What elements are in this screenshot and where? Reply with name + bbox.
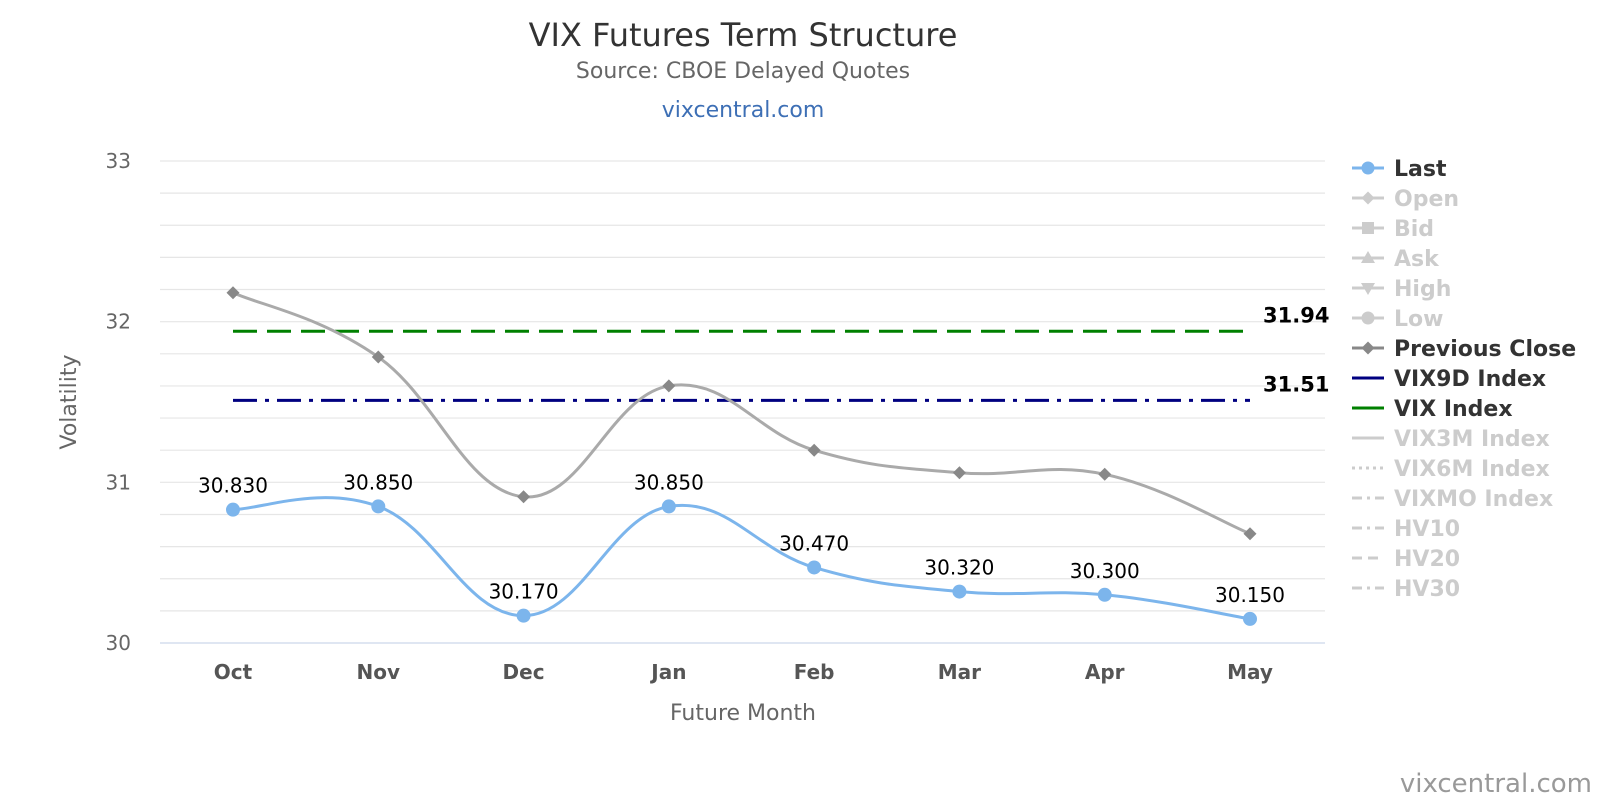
data-point-last[interactable]: [516, 608, 531, 623]
data-point-previous-close[interactable]: [952, 466, 966, 480]
legend-marker: [1361, 191, 1375, 205]
legend-marker: [1361, 283, 1375, 295]
y-axis-ticks: 30 31 32 33: [106, 149, 131, 655]
x-tick-label: Nov: [357, 660, 401, 684]
data-label: 30.300: [1070, 559, 1140, 583]
data-label: 30.170: [489, 580, 559, 604]
legend-item-hv20[interactable]: HV20: [1352, 547, 1460, 572]
legend-marker: [1361, 161, 1375, 175]
legend-label: Open: [1394, 187, 1459, 212]
reference-line-label: 31.51: [1263, 372, 1329, 396]
data-point-previous-close[interactable]: [807, 443, 821, 457]
legend-item-low[interactable]: Low: [1352, 307, 1443, 332]
legend-item-vix6m-index[interactable]: VIX6M Index: [1352, 457, 1550, 482]
legend-label: HV20: [1394, 547, 1460, 572]
x-tick-label: Jan: [649, 660, 686, 684]
legend-marker: [1361, 341, 1375, 355]
legend-label: VIX6M Index: [1394, 457, 1550, 482]
x-axis-ticks: Oct Nov Dec Jan Feb Mar Apr May: [214, 660, 1273, 684]
data-point-last[interactable]: [807, 560, 822, 575]
reference-lines: 31.94 31.51: [233, 303, 1329, 402]
legend-item-hv30[interactable]: HV30: [1352, 577, 1460, 602]
y-tick-label: 32: [106, 310, 131, 334]
legend-item-high[interactable]: High: [1352, 277, 1451, 302]
data-point-previous-close[interactable]: [517, 490, 531, 504]
legend-item-ask[interactable]: Ask: [1352, 247, 1440, 272]
data-point-last[interactable]: [226, 502, 240, 517]
legend-label: HV10: [1394, 517, 1460, 542]
legend-label: VIX Index: [1394, 397, 1513, 422]
y-tick-label: 30: [106, 631, 131, 655]
legend-item-vix-index[interactable]: VIX Index: [1352, 397, 1513, 422]
series-line-previous-close: [232, 291, 1251, 536]
legend-item-hv10[interactable]: HV10: [1352, 517, 1460, 542]
x-tick-label: Mar: [938, 660, 981, 684]
legend-marker: [1361, 251, 1375, 263]
data-point-last[interactable]: [661, 499, 676, 514]
legend-label: Previous Close: [1394, 337, 1576, 362]
chart-title: VIX Futures Term Structure: [529, 16, 958, 54]
legend-label: Bid: [1394, 217, 1434, 242]
legend-item-vixmo-index[interactable]: VIXMO Index: [1352, 487, 1553, 512]
site-link[interactable]: vixcentral.com: [662, 98, 825, 123]
legend-marker: [1362, 222, 1374, 234]
data-label: 30.850: [634, 470, 704, 494]
y-axis-title: Volatility: [57, 354, 82, 449]
legend-label: Low: [1394, 307, 1443, 332]
x-tick-label: May: [1227, 660, 1273, 684]
legend-label: HV30: [1394, 577, 1460, 602]
legend-label: VIX9D Index: [1394, 367, 1546, 392]
data-point-previous-close[interactable]: [371, 350, 385, 364]
y-tick-label: 33: [106, 149, 131, 173]
data-point-last[interactable]: [1097, 587, 1112, 602]
data-point-last[interactable]: [1243, 611, 1257, 626]
x-tick-label: Oct: [214, 660, 253, 684]
data-point-previous-close[interactable]: [662, 379, 676, 393]
chart-credit[interactable]: vixcentral.com: [1400, 769, 1592, 799]
legend-item-open[interactable]: Open: [1352, 187, 1459, 212]
data-point-last[interactable]: [371, 499, 386, 514]
grid-lines: [160, 160, 1325, 644]
data-label: 30.150: [1215, 583, 1285, 607]
legend-item-bid[interactable]: Bid: [1352, 217, 1434, 242]
series-line-last: [232, 496, 1251, 621]
legend-item-previous-close[interactable]: Previous Close: [1352, 337, 1576, 362]
legend-item-vix9d-index[interactable]: VIX9D Index: [1352, 367, 1546, 392]
legend-marker: [1361, 311, 1375, 325]
x-tick-label: Feb: [794, 660, 835, 684]
legend-label: VIX3M Index: [1394, 427, 1550, 452]
x-tick-label: Dec: [503, 660, 545, 684]
data-point-previous-close[interactable]: [1243, 527, 1257, 541]
legend-label: High: [1394, 277, 1451, 302]
x-tick-label: Apr: [1085, 660, 1125, 684]
data-label: 30.850: [343, 470, 413, 494]
y-tick-label: 31: [106, 470, 131, 494]
legend-item-last[interactable]: Last: [1352, 157, 1447, 182]
x-axis-title: Future Month: [670, 701, 816, 726]
legend-label: Ask: [1394, 247, 1440, 272]
legend-label: VIXMO Index: [1394, 487, 1553, 512]
data-label: 30.830: [198, 474, 268, 498]
data-point-last[interactable]: [952, 584, 967, 599]
data-label: 30.320: [924, 556, 994, 580]
legend-item-vix3m-index[interactable]: VIX3M Index: [1352, 427, 1550, 452]
legend-label: Last: [1394, 157, 1447, 182]
reference-line-label: 31.94: [1263, 303, 1329, 327]
data-label: 30.470: [779, 531, 849, 555]
series-group: 30.830 30.850 30.170 30.850 30.470 30.320 30.3…: [198, 286, 1285, 626]
chart-subtitle: Source: CBOE Delayed Quotes: [576, 59, 910, 84]
legend: Last Open Bid Ask High Low Previous Close VIX9D…: [1352, 157, 1576, 602]
data-point-previous-close[interactable]: [226, 286, 240, 300]
data-point-previous-close[interactable]: [1098, 467, 1112, 481]
